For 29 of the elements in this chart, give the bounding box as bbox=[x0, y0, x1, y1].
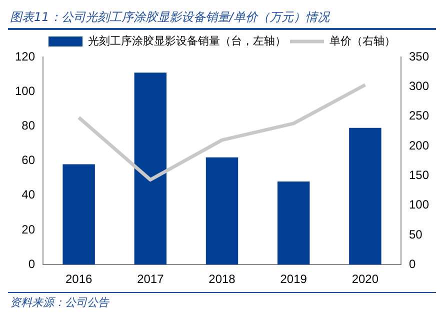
y2-tick-label: 100 bbox=[408, 198, 430, 212]
y-tick-label: 120 bbox=[14, 49, 36, 64]
x-tick-label: 2020 bbox=[352, 272, 379, 286]
y2-tick-label: 350 bbox=[408, 49, 430, 64]
y2-tick-label: 150 bbox=[408, 168, 430, 182]
chart-title: 图表11：公司光刻工序涂胶显影设备销量/单价（万元）情况 bbox=[9, 9, 331, 26]
x-tick-label: 2018 bbox=[208, 272, 236, 286]
y2-tick-label: 300 bbox=[408, 78, 430, 93]
y2-tick-label: 50 bbox=[408, 227, 423, 242]
legend-label: 光刻工序涂胶显影设备销量（台，左轴） bbox=[88, 34, 286, 48]
y-tick-label: 100 bbox=[14, 84, 36, 98]
y-tick-label: 20 bbox=[22, 222, 36, 236]
x-tick-label: 2016 bbox=[65, 272, 92, 286]
y-tick-label: 40 bbox=[22, 188, 36, 202]
bar bbox=[206, 157, 238, 265]
y-tick-label: 80 bbox=[22, 118, 36, 133]
text: 资料来源：公司公告 bbox=[9, 295, 110, 310]
bar bbox=[62, 164, 95, 265]
x-tick-label: 2017 bbox=[137, 272, 164, 286]
x-tick-label: 2019 bbox=[280, 272, 308, 286]
bar bbox=[349, 128, 382, 265]
bar bbox=[277, 182, 310, 265]
y-tick-label: 60 bbox=[22, 153, 36, 168]
y-tick-label: 0 bbox=[28, 256, 36, 271]
y2-tick-label: 250 bbox=[408, 108, 430, 123]
bar bbox=[134, 72, 167, 265]
legend-label: 单价（右轴） bbox=[330, 34, 396, 48]
y2-tick-label: 0 bbox=[408, 256, 416, 271]
y2-tick-label: 200 bbox=[408, 138, 430, 152]
